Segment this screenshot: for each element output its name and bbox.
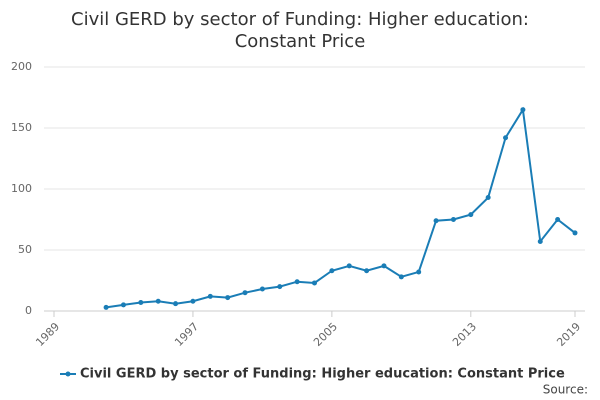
x-tick-label: 1997 [172,320,201,349]
y-tick-label: 200 [11,60,32,73]
point [103,304,109,310]
point [259,286,265,292]
y-tick-label: 100 [11,182,32,195]
point [468,212,474,218]
point [138,299,144,305]
x-tick-label: 1989 [33,320,62,349]
point [503,135,509,141]
y-tick-label: 50 [18,243,32,256]
point [381,263,387,269]
point [173,301,179,307]
point [572,230,578,236]
chart-title: Civil GERD by sector of Funding: Higher … [71,9,529,30]
legend-marker [65,371,71,377]
point [225,295,231,301]
x-tick-label: 2005 [311,320,340,349]
y-tick-label: 150 [11,121,32,134]
y-tick-label: 0 [25,304,32,317]
point [242,290,248,296]
point [312,280,317,286]
point [277,284,283,290]
x-tick-label: 2013 [450,320,479,349]
point [537,238,543,244]
point [398,274,404,280]
point [329,268,335,274]
point [555,217,561,222]
x-tick-label: 2019 [554,320,583,349]
source: Source: [543,383,588,397]
point [485,195,491,201]
point [294,279,300,285]
legend-label: Civil GERD by sector of Funding: Higher … [80,367,565,382]
point [416,269,422,275]
point [190,298,196,304]
point [207,293,213,299]
series-line [105,106,576,309]
point [155,298,161,304]
point [364,268,370,274]
point [433,218,439,224]
point [450,217,456,222]
point [520,107,526,113]
point [346,263,352,269]
point [120,302,126,308]
chart-subtitle: Constant Price [235,31,366,52]
